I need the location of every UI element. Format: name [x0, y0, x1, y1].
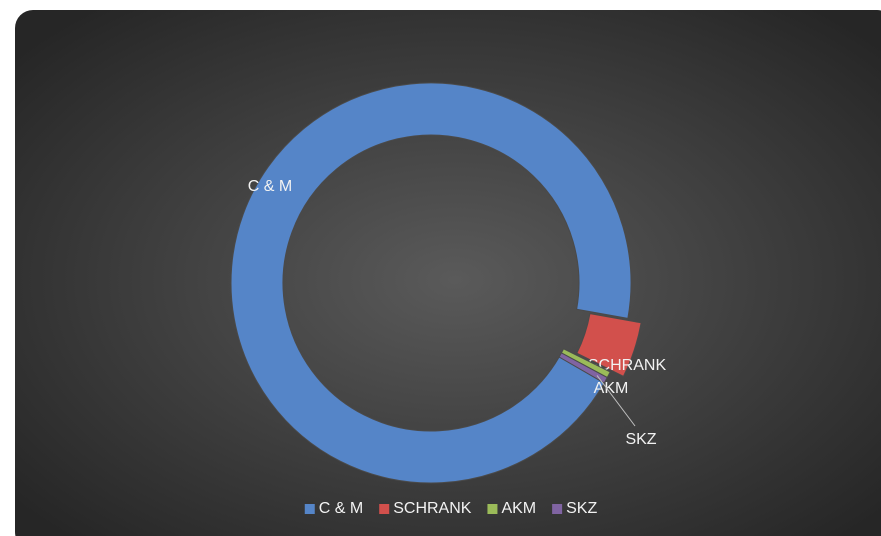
legend-item: SCHRANK [379, 500, 472, 517]
data-label: SCHRANK [588, 357, 667, 374]
legend-label: C & M [319, 500, 363, 517]
data-label: SKZ [625, 431, 656, 448]
leader-line [596, 375, 636, 427]
legend-swatch [379, 504, 390, 514]
legend-label: SKZ [566, 500, 597, 517]
doughnut-slice [576, 313, 642, 377]
doughnut-slice [558, 352, 608, 384]
legend-label: SCHRANK [393, 500, 472, 517]
legend-item: SKZ [552, 500, 597, 517]
legend-item: AKM [487, 500, 536, 517]
chart-background [15, 10, 881, 536]
legend-item: C & M [304, 500, 363, 517]
doughnut-slice [230, 82, 632, 484]
data-label: C & M [248, 178, 292, 195]
legend-swatch [552, 504, 563, 514]
legend-swatch [304, 504, 315, 514]
legend-swatch [487, 504, 498, 514]
data-label: AKM [594, 380, 629, 397]
legend-label: AKM [501, 500, 536, 517]
